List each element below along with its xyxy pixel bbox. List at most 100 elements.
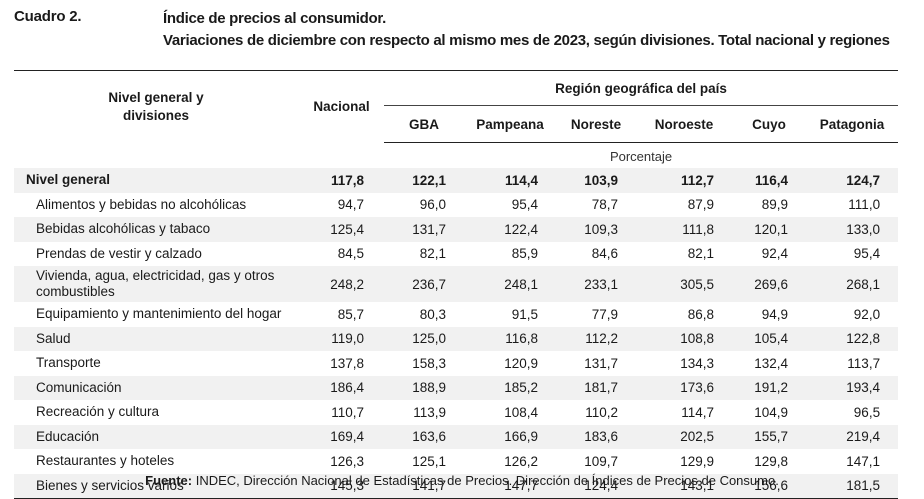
cell-value: 86,8 [687, 306, 714, 322]
cell-value: 82,1 [687, 246, 714, 262]
cell-value: 92,4 [761, 246, 788, 262]
cell-value: 113,7 [847, 355, 881, 371]
header-nivel-line2: divisiones [122, 107, 190, 123]
cell-value: 124,7 [806, 168, 899, 193]
row-label: Recreación y cultura [36, 404, 160, 420]
cell-value: 92,0 [853, 306, 881, 322]
cell-value: 85,9 [511, 246, 538, 262]
table-row: Bebidas alcohólicas y tabaco 125,4 131,7 12… [14, 217, 899, 242]
cell-value: 104,9 [754, 404, 788, 420]
cell-value: 248,1 [464, 266, 556, 302]
cell-value: 120,1 [732, 217, 806, 242]
cell-value: 111,8 [636, 217, 732, 242]
table-row: Prendas de vestir y calzado 84,5 82,1 85,9 8… [14, 242, 898, 267]
header-region-patagonia: Patagonia [806, 105, 899, 143]
cell-value: 236,7 [384, 266, 464, 302]
source-note: Fuente: INDEC, Dirección Nacional de Est… [0, 473, 924, 488]
cpi-table-container: Nivel general y divisiones Nacional Regi… [14, 70, 899, 499]
cell-value: 114,7 [681, 404, 714, 420]
row-label: Transporte [36, 355, 101, 371]
header-region-gba: GBA [384, 105, 464, 143]
table-subtitle: Variaciones de diciembre con respecto al… [163, 32, 890, 49]
cell-value: 84,5 [337, 246, 364, 262]
header-region-noreste: Noreste [556, 105, 636, 143]
cell-value: 137,8 [330, 355, 364, 371]
source-text: INDEC, Dirección Nacional de Estadística… [192, 473, 779, 488]
cell-value: 80,3 [419, 306, 446, 322]
cell-value: 110,2 [585, 404, 618, 420]
cell-value: 125,0 [384, 326, 464, 351]
cell-value: 169,4 [298, 424, 384, 449]
cell-value: 186,4 [298, 375, 384, 400]
cell-value: 103,9 [556, 168, 636, 193]
cell-value: 108,8 [636, 326, 732, 351]
row-label: Salud [14, 326, 298, 351]
table-number: Cuadro 2. [14, 8, 82, 25]
cell-value: 131,7 [384, 217, 464, 242]
cell-value: 143,1 [636, 473, 732, 499]
cell-value: 125,4 [298, 217, 384, 242]
cell-value: 94,9 [761, 306, 788, 322]
header-region-noroeste: Noroeste [636, 105, 732, 143]
cell-value: 305,5 [636, 266, 732, 302]
cell-value: 111,0 [848, 197, 881, 213]
cell-value: 87,9 [687, 197, 714, 213]
cell-value: 77,9 [591, 306, 618, 322]
cell-value: 173,6 [636, 375, 732, 400]
row-label: Equipamiento y mantenimiento del hogar [36, 306, 282, 322]
cell-value: 85,7 [337, 306, 364, 322]
cell-value: 126,2 [504, 453, 538, 469]
cell-value: 109,7 [584, 453, 618, 469]
row-label: Restaurantes y hoteles [36, 453, 175, 469]
cell-value: 188,9 [384, 375, 464, 400]
cell-value: 126,3 [330, 453, 364, 469]
cell-value: 134,3 [680, 355, 714, 371]
row-label: Educación [14, 424, 298, 449]
row-label: Bienes y servicios varios [14, 473, 298, 499]
table-row: Alimentos y bebidas no alcohólicas 94,7 96… [14, 193, 898, 218]
cell-value: 233,1 [556, 266, 636, 302]
cell-value: 91,5 [511, 306, 538, 322]
cell-value: 129,8 [754, 453, 788, 469]
cell-value: 181,7 [556, 375, 636, 400]
cell-value: 122,8 [806, 326, 899, 351]
cell-value: 113,9 [413, 404, 446, 420]
row-label: Bebidas alcohólicas y tabaco [14, 217, 298, 242]
header-nacional: Nacional [298, 70, 384, 143]
table-row: Recreación y cultura 110,7 113,9 108,4 110,2… [14, 400, 898, 425]
cell-value: 185,2 [464, 375, 556, 400]
cell-value: 193,4 [806, 375, 899, 400]
table-row: Transporte 137,8 158,3 120,9 131,7 134,3 132,4… [14, 351, 898, 376]
row-label: Nivel general [14, 168, 298, 193]
cell-value: 110,7 [331, 404, 364, 420]
cell-value: 166,9 [464, 424, 556, 449]
cpi-table: Nivel general y divisiones Nacional Regi… [14, 70, 899, 499]
cell-value: 84,6 [591, 246, 618, 262]
table-row: Bienes y servicios varios 145,3 141,7 147,7… [14, 473, 899, 499]
cell-value: 181,5 [806, 473, 899, 499]
cell-value: 124,4 [556, 473, 636, 499]
cell-value: 108,4 [504, 404, 538, 420]
header-nivel: Nivel general y divisiones [14, 70, 298, 143]
table-row: Restaurantes y hoteles 126,3 125,1 126,2 109… [14, 449, 898, 474]
cell-value: 122,1 [384, 168, 464, 193]
cell-value: 109,3 [556, 217, 636, 242]
cell-value: 94,7 [337, 197, 364, 213]
cell-value: 89,9 [761, 197, 788, 213]
cell-value: 114,4 [464, 168, 556, 193]
header-nivel-line1: Nivel general y [108, 89, 204, 105]
cell-value: 117,8 [298, 168, 384, 193]
cell-value: 268,1 [806, 266, 899, 302]
cell-value: 122,4 [464, 217, 556, 242]
table-title: Índice de precios al consumidor. [163, 10, 386, 27]
cell-value: 155,7 [732, 424, 806, 449]
cell-value: 133,0 [806, 217, 899, 242]
cell-value: 105,4 [732, 326, 806, 351]
cell-value: 82,1 [419, 246, 446, 262]
table-row-total: Nivel general 117,8 122,1 114,4 103,9 112,7 11… [14, 168, 899, 193]
cell-value: 112,2 [556, 326, 636, 351]
cell-value: 96,5 [853, 404, 881, 420]
cell-value: 219,4 [806, 424, 899, 449]
cell-value: 116,8 [464, 326, 556, 351]
unit-label: Porcentaje [609, 148, 673, 164]
